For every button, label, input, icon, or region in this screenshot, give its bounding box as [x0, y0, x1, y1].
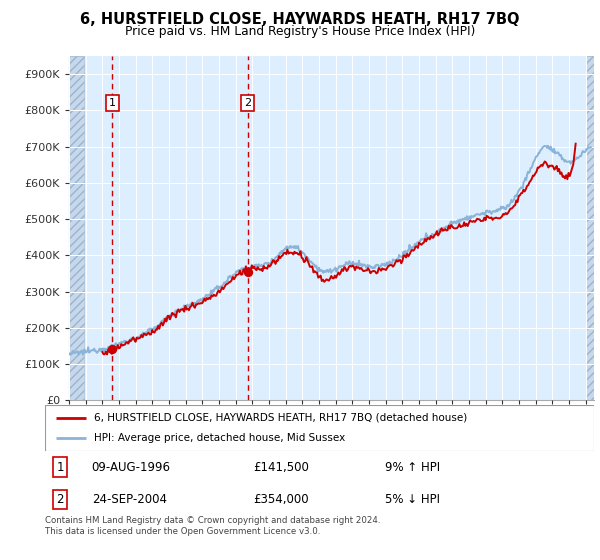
Text: 1: 1: [56, 461, 64, 474]
Text: 6, HURSTFIELD CLOSE, HAYWARDS HEATH, RH17 7BQ (detached house): 6, HURSTFIELD CLOSE, HAYWARDS HEATH, RH1…: [94, 413, 467, 423]
Text: £354,000: £354,000: [254, 493, 309, 506]
Point: [107, 344, 117, 353]
Text: £141,500: £141,500: [254, 461, 310, 474]
Point: [243, 268, 253, 277]
Text: 24-SEP-2004: 24-SEP-2004: [92, 493, 167, 506]
Bar: [69, 56, 84, 400]
Bar: [586, 56, 594, 400]
FancyBboxPatch shape: [45, 405, 594, 451]
Text: 6, HURSTFIELD CLOSE, HAYWARDS HEATH, RH17 7BQ: 6, HURSTFIELD CLOSE, HAYWARDS HEATH, RH1…: [80, 12, 520, 27]
Text: 2: 2: [56, 493, 64, 506]
Bar: [586, 56, 594, 400]
Text: 2: 2: [244, 98, 251, 108]
Text: 09-AUG-1996: 09-AUG-1996: [92, 461, 170, 474]
Text: 5% ↓ HPI: 5% ↓ HPI: [385, 493, 440, 506]
Text: 1: 1: [109, 98, 116, 108]
Text: Contains HM Land Registry data © Crown copyright and database right 2024.
This d: Contains HM Land Registry data © Crown c…: [45, 516, 380, 536]
Text: Price paid vs. HM Land Registry's House Price Index (HPI): Price paid vs. HM Land Registry's House …: [125, 25, 475, 38]
Text: HPI: Average price, detached house, Mid Sussex: HPI: Average price, detached house, Mid …: [94, 433, 346, 443]
Bar: [69, 56, 84, 400]
Text: 9% ↑ HPI: 9% ↑ HPI: [385, 461, 440, 474]
